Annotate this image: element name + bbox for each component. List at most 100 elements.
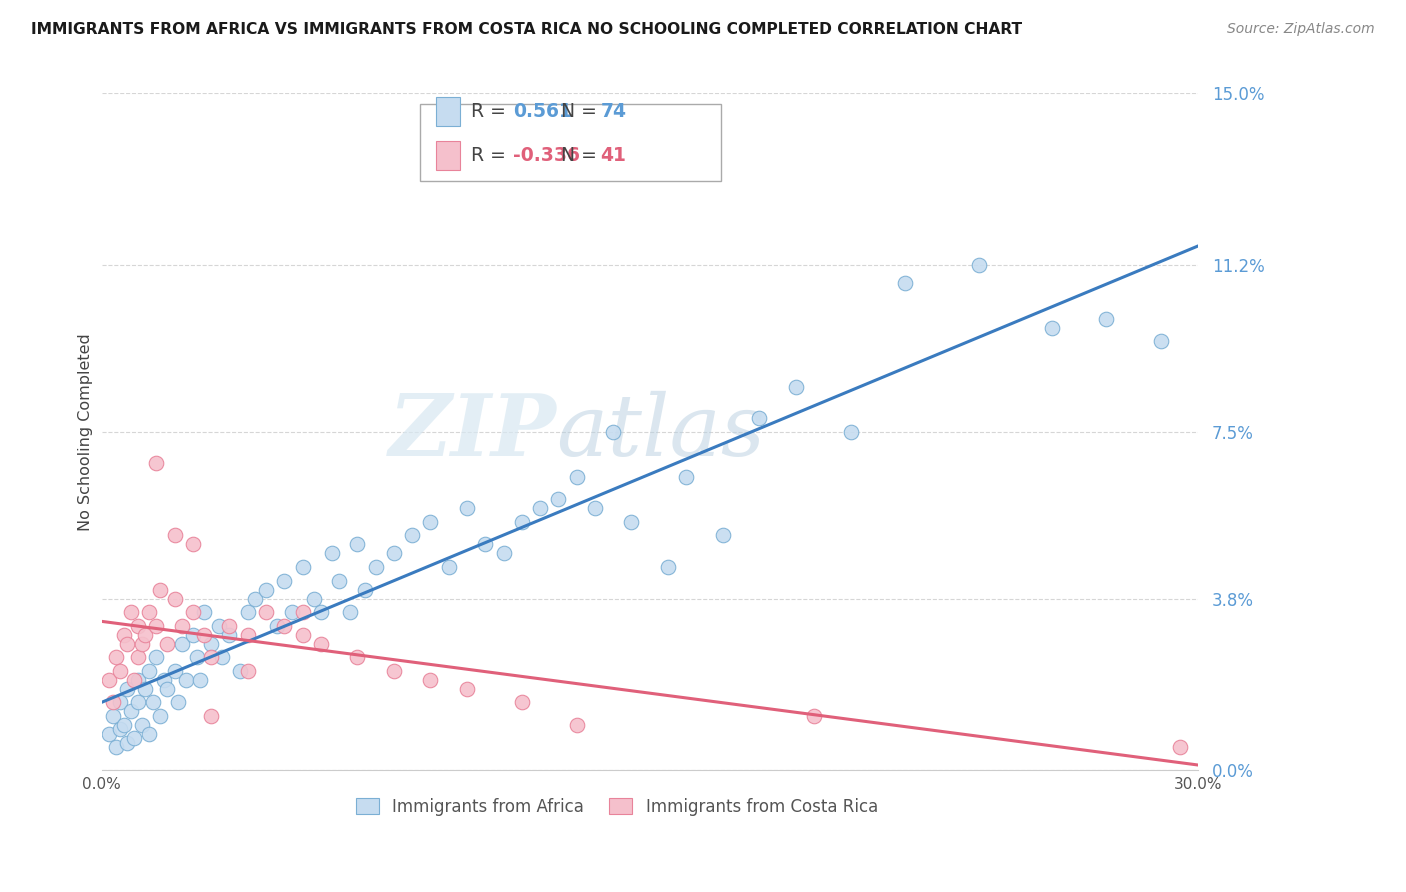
Point — [229, 664, 252, 678]
Point — [181, 537, 204, 551]
Point — [456, 681, 478, 696]
Point — [419, 515, 441, 529]
Point — [105, 650, 128, 665]
Point — [149, 582, 172, 597]
Text: 74: 74 — [600, 102, 627, 121]
Point — [193, 605, 215, 619]
FancyBboxPatch shape — [436, 142, 460, 169]
Point — [170, 618, 193, 632]
Point — [254, 582, 277, 597]
Point — [108, 723, 131, 737]
Point — [266, 618, 288, 632]
Point — [131, 637, 153, 651]
Point — [547, 492, 569, 507]
Point — [218, 618, 240, 632]
Point — [243, 591, 266, 606]
Point — [419, 673, 441, 687]
Point — [112, 628, 135, 642]
Point — [115, 736, 138, 750]
Point — [156, 681, 179, 696]
Point — [620, 515, 643, 529]
Point — [120, 704, 142, 718]
Point — [565, 470, 588, 484]
Point — [97, 673, 120, 687]
Point — [127, 673, 149, 687]
Point — [163, 528, 186, 542]
Point — [291, 628, 314, 642]
Point — [112, 718, 135, 732]
Point — [309, 605, 332, 619]
Point — [236, 628, 259, 642]
Point — [97, 727, 120, 741]
Point — [474, 537, 496, 551]
Point — [364, 560, 387, 574]
Point — [167, 695, 190, 709]
Point — [346, 537, 368, 551]
Point — [711, 528, 734, 542]
Point — [200, 650, 222, 665]
FancyBboxPatch shape — [436, 97, 460, 126]
Point — [138, 727, 160, 741]
Point — [105, 740, 128, 755]
Point — [675, 470, 697, 484]
Point — [456, 501, 478, 516]
Point — [254, 605, 277, 619]
FancyBboxPatch shape — [419, 103, 721, 181]
Text: N =: N = — [561, 102, 596, 121]
Text: 0.561: 0.561 — [513, 102, 572, 121]
Point — [108, 664, 131, 678]
Point — [803, 709, 825, 723]
Point — [181, 628, 204, 642]
Point — [163, 664, 186, 678]
Point — [510, 695, 533, 709]
Point — [785, 379, 807, 393]
Point — [1095, 312, 1118, 326]
Point — [1040, 321, 1063, 335]
Text: Source: ZipAtlas.com: Source: ZipAtlas.com — [1227, 22, 1375, 37]
Point — [138, 605, 160, 619]
Point — [236, 605, 259, 619]
Point — [200, 637, 222, 651]
Point — [115, 637, 138, 651]
Point — [131, 718, 153, 732]
Point — [127, 618, 149, 632]
Point — [328, 574, 350, 588]
Point — [108, 695, 131, 709]
Point — [967, 258, 990, 272]
Point — [321, 546, 343, 560]
Point — [174, 673, 197, 687]
Point — [302, 591, 325, 606]
Point — [134, 681, 156, 696]
Point — [200, 709, 222, 723]
Point — [115, 681, 138, 696]
Point — [188, 673, 211, 687]
Point — [309, 637, 332, 651]
Point — [134, 628, 156, 642]
Point — [145, 618, 167, 632]
Point — [346, 650, 368, 665]
Text: R =: R = — [471, 146, 506, 165]
Point — [602, 425, 624, 439]
Point — [353, 582, 375, 597]
Point — [382, 546, 405, 560]
Point — [149, 709, 172, 723]
Point — [181, 605, 204, 619]
Point — [236, 664, 259, 678]
Point — [170, 637, 193, 651]
Point — [127, 650, 149, 665]
Text: IMMIGRANTS FROM AFRICA VS IMMIGRANTS FROM COSTA RICA NO SCHOOLING COMPLETED CORR: IMMIGRANTS FROM AFRICA VS IMMIGRANTS FRO… — [31, 22, 1022, 37]
Point — [839, 425, 862, 439]
Point — [152, 673, 174, 687]
Point — [492, 546, 515, 560]
Point — [529, 501, 551, 516]
Point — [565, 718, 588, 732]
Point — [894, 276, 917, 290]
Point — [124, 731, 146, 746]
Point — [145, 650, 167, 665]
Point — [193, 628, 215, 642]
Point — [101, 695, 124, 709]
Point — [1168, 740, 1191, 755]
Y-axis label: No Schooling Completed: No Schooling Completed — [79, 333, 93, 531]
Point — [207, 618, 229, 632]
Point — [163, 591, 186, 606]
